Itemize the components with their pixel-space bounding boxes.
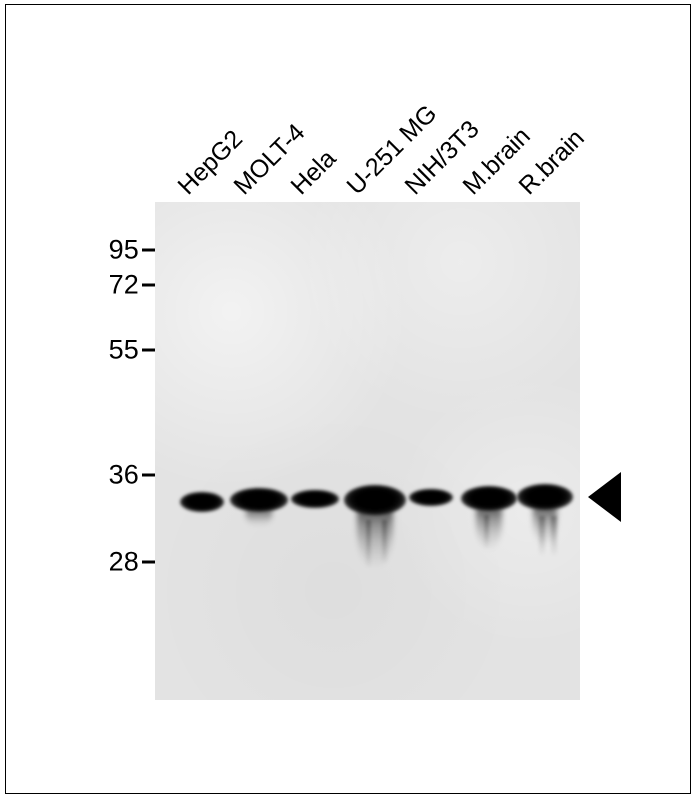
figure-border <box>5 4 691 794</box>
mw-marker-label: 72 <box>108 269 139 300</box>
mw-marker-label: 55 <box>108 334 139 365</box>
membrane-texture <box>155 202 580 700</box>
band-streak-lane-4-2 <box>382 520 387 564</box>
band-core <box>409 488 453 506</box>
band-smear-lane-7 <box>533 507 557 545</box>
mw-marker-tick <box>142 248 155 252</box>
protein-band-lane-7 <box>517 484 573 510</box>
mw-marker-tick <box>142 283 155 287</box>
blot-membrane <box>155 202 580 700</box>
mw-marker-tick <box>142 348 155 352</box>
band-streak-lane-6-1 <box>484 515 489 549</box>
band-streak-lane-7-1 <box>539 516 545 556</box>
protein-band-lane-1 <box>180 492 224 512</box>
band-smear-lane-4 <box>357 510 393 568</box>
band-smear-lane-6 <box>476 508 502 550</box>
band-streak-lane-4-1 <box>366 520 371 568</box>
mw-marker-label: 36 <box>108 459 139 490</box>
band-core <box>291 490 339 508</box>
mw-marker-label: 95 <box>108 234 139 265</box>
band-core <box>230 488 288 512</box>
protein-band-lane-6 <box>461 485 517 511</box>
mw-marker-label: 28 <box>108 546 139 577</box>
protein-band-lane-5 <box>409 488 453 506</box>
protein-band-lane-2 <box>230 488 288 512</box>
band-streak-lane-7-2 <box>551 516 557 556</box>
mw-marker-36: 36 <box>109 460 155 491</box>
mw-marker-95: 95 <box>109 235 155 266</box>
mw-marker-72: 72 <box>109 270 155 301</box>
band-core <box>180 492 224 512</box>
mw-marker-tick <box>142 560 155 564</box>
target-band-pointer-icon <box>588 472 621 522</box>
band-core <box>517 484 573 510</box>
protein-band-lane-3 <box>291 490 339 508</box>
band-core <box>461 485 517 511</box>
molecular-weight-ladder: 95 72 55 36 28 <box>60 0 155 800</box>
band-smear-lane-2 <box>246 510 272 526</box>
mw-marker-55: 55 <box>109 335 155 366</box>
mw-marker-28: 28 <box>109 547 155 578</box>
mw-marker-tick <box>142 473 155 477</box>
